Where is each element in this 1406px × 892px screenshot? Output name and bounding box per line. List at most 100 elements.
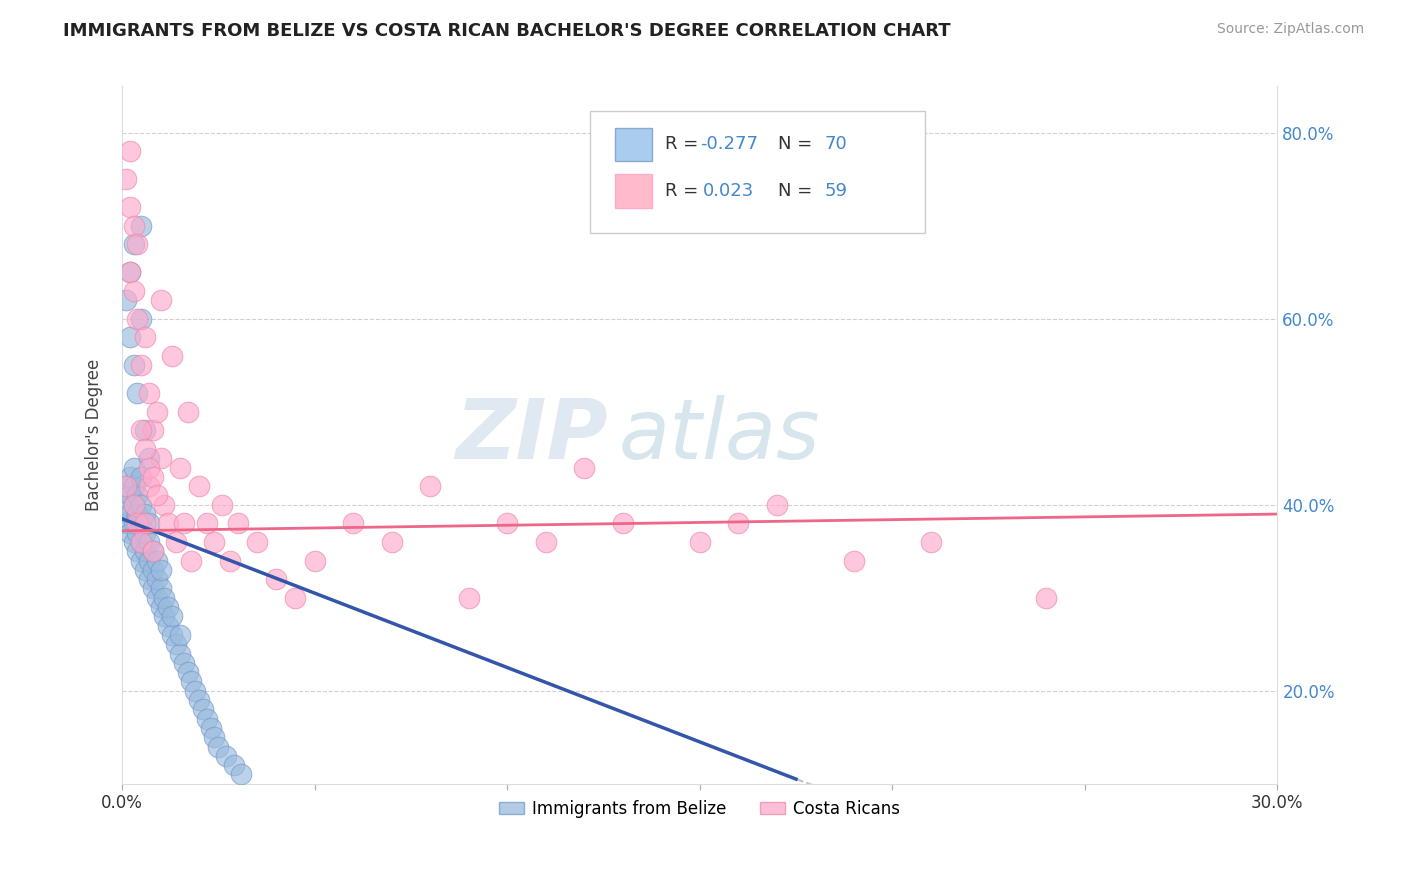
Point	[231, 767, 253, 781]
Point	[457, 591, 479, 605]
Point	[149, 582, 172, 596]
Point	[204, 535, 226, 549]
Point	[419, 479, 441, 493]
Text: IMMIGRANTS FROM BELIZE VS COSTA RICAN BACHELOR'S DEGREE CORRELATION CHART: IMMIGRANTS FROM BELIZE VS COSTA RICAN BA…	[63, 22, 950, 40]
FancyBboxPatch shape	[616, 128, 652, 161]
Point	[138, 516, 160, 531]
Point	[131, 498, 153, 512]
Point	[304, 553, 326, 567]
Point	[142, 563, 165, 577]
Point	[118, 200, 141, 214]
Point	[165, 535, 187, 549]
Point	[131, 311, 153, 326]
Text: ZIP: ZIP	[454, 394, 607, 475]
Point	[118, 488, 141, 502]
FancyBboxPatch shape	[591, 111, 925, 233]
Text: R =: R =	[665, 182, 704, 200]
Point	[138, 451, 160, 466]
Point	[173, 656, 195, 670]
Point	[122, 237, 145, 252]
Point	[142, 544, 165, 558]
Point	[127, 507, 149, 521]
Text: -0.277: -0.277	[700, 136, 758, 153]
Point	[118, 145, 141, 159]
Point	[127, 386, 149, 401]
Point	[572, 460, 595, 475]
Point	[115, 293, 138, 308]
Point	[122, 498, 145, 512]
Point	[226, 516, 249, 531]
Text: R =: R =	[665, 136, 704, 153]
Point	[1035, 591, 1057, 605]
Point	[157, 516, 180, 531]
Point	[222, 758, 245, 772]
Point	[169, 647, 191, 661]
Point	[134, 563, 156, 577]
Point	[138, 553, 160, 567]
Text: Source: ZipAtlas.com: Source: ZipAtlas.com	[1216, 22, 1364, 37]
Point	[219, 553, 242, 567]
Point	[115, 498, 138, 512]
Point	[153, 498, 176, 512]
Point	[115, 172, 138, 186]
Point	[534, 535, 557, 549]
Text: 70: 70	[824, 136, 848, 153]
Point	[118, 265, 141, 279]
Point	[157, 600, 180, 615]
Point	[342, 516, 364, 531]
Point	[149, 563, 172, 577]
Point	[215, 748, 238, 763]
Point	[131, 470, 153, 484]
Point	[134, 507, 156, 521]
Point	[176, 405, 198, 419]
Point	[160, 609, 183, 624]
Point	[134, 330, 156, 344]
Point	[169, 628, 191, 642]
Point	[842, 553, 865, 567]
Point	[142, 544, 165, 558]
Point	[127, 488, 149, 502]
Point	[142, 582, 165, 596]
Point	[115, 479, 138, 493]
Point	[191, 702, 214, 716]
Legend: Immigrants from Belize, Costa Ricans: Immigrants from Belize, Costa Ricans	[492, 793, 907, 824]
Point	[246, 535, 269, 549]
Point	[134, 516, 156, 531]
Point	[195, 712, 218, 726]
Point	[142, 470, 165, 484]
Point	[127, 237, 149, 252]
Point	[149, 451, 172, 466]
Point	[165, 637, 187, 651]
Point	[153, 609, 176, 624]
Point	[284, 591, 307, 605]
Point	[145, 488, 167, 502]
Point	[195, 516, 218, 531]
Point	[122, 219, 145, 233]
Point	[115, 516, 138, 531]
Point	[138, 572, 160, 586]
Point	[727, 516, 749, 531]
Point	[134, 424, 156, 438]
Point	[118, 470, 141, 484]
Point	[188, 479, 211, 493]
Point	[118, 265, 141, 279]
Text: atlas: atlas	[619, 394, 821, 475]
Point	[127, 516, 149, 531]
Point	[188, 693, 211, 707]
Point	[127, 525, 149, 540]
Point	[138, 535, 160, 549]
Point	[122, 284, 145, 298]
Point	[264, 572, 287, 586]
Y-axis label: Bachelor's Degree: Bachelor's Degree	[86, 359, 103, 511]
Point	[131, 553, 153, 567]
Point	[149, 293, 172, 308]
Point	[160, 349, 183, 363]
Point	[131, 219, 153, 233]
Point	[689, 535, 711, 549]
Point	[612, 516, 634, 531]
Point	[138, 479, 160, 493]
Point	[920, 535, 942, 549]
Point	[145, 553, 167, 567]
Point	[118, 330, 141, 344]
Point	[131, 424, 153, 438]
